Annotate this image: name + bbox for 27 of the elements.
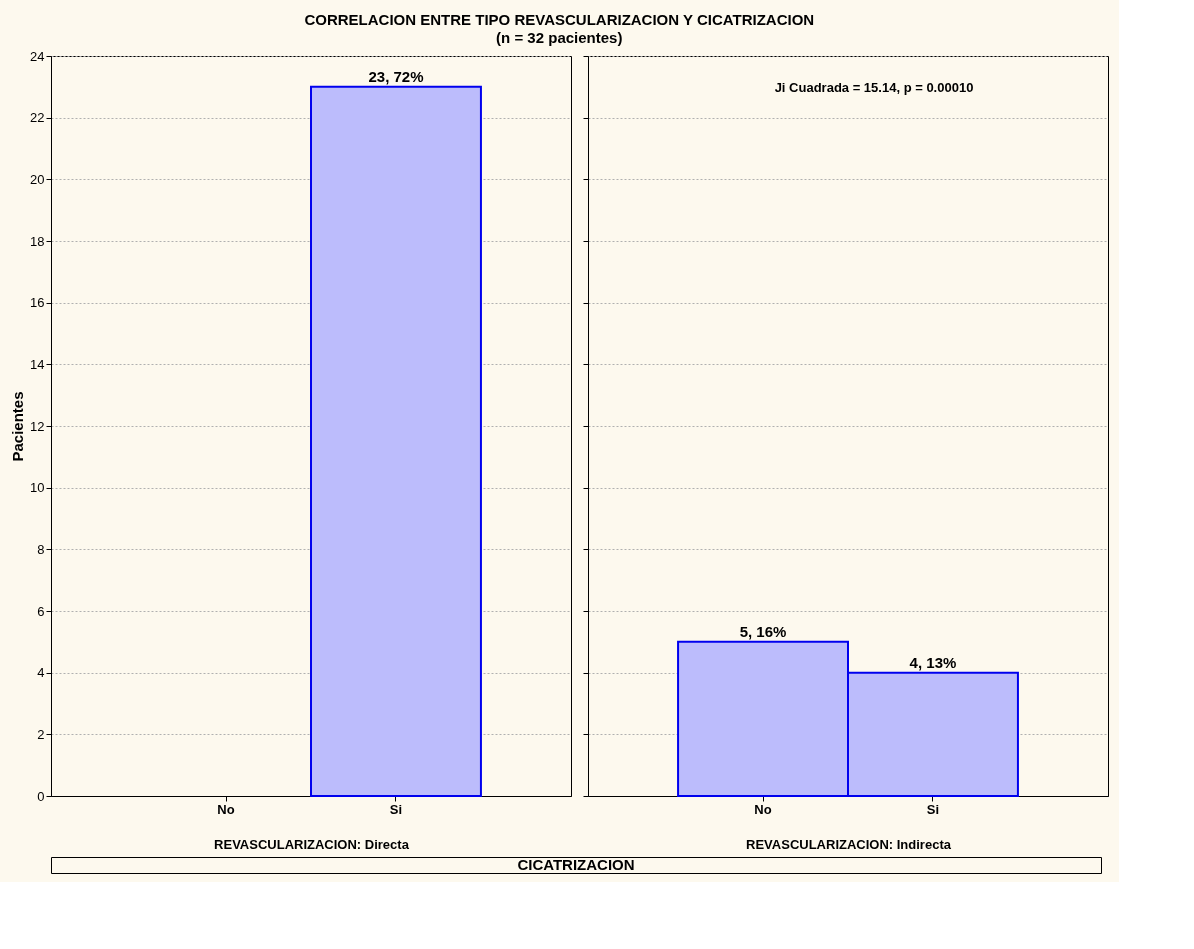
x-tick-label: No [217, 801, 235, 817]
x-tick-label: Si [926, 801, 940, 817]
y-tick-label: 4 [37, 665, 45, 681]
data-label: 23, 72% [368, 67, 424, 85]
y-tick-label: 14 [30, 356, 45, 372]
data-label: 5, 16% [739, 622, 787, 640]
y-tick-label: 22 [30, 110, 45, 126]
chart-subtitle: (n = 32 pacientes) [496, 28, 623, 46]
x-axis-title: REVASCULARIZACION: Directa [214, 836, 410, 852]
chart-title: CORRELACION ENTRE TIPO REVASCULARIZACION Y CICATRIZACION [304, 10, 815, 28]
y-tick-label: 18 [30, 233, 45, 249]
y-tick-label: 16 [30, 295, 45, 311]
y-tick-label: 10 [30, 480, 45, 496]
annotation: Ji Cuadrada = 15.14, p = 0.00010 [774, 80, 974, 95]
y-axis-title: Pacientes [9, 391, 27, 462]
y-tick-label: 24 [30, 48, 45, 64]
x-axis-title: REVASCULARIZACION: Indirecta [746, 836, 952, 852]
data-label: 4, 13% [909, 653, 957, 671]
y-tick-label: 2 [37, 726, 45, 742]
y-tick-label: 20 [30, 171, 45, 187]
text: CICATRIZACION [517, 856, 635, 873]
x-tick-label: No [754, 801, 772, 817]
y-tick-label: 6 [37, 603, 45, 619]
y-tick-label: 8 [37, 541, 45, 557]
x-tick-label: Si [389, 801, 403, 817]
y-tick-label: 12 [30, 418, 45, 434]
y-tick-label: 0 [37, 788, 45, 804]
